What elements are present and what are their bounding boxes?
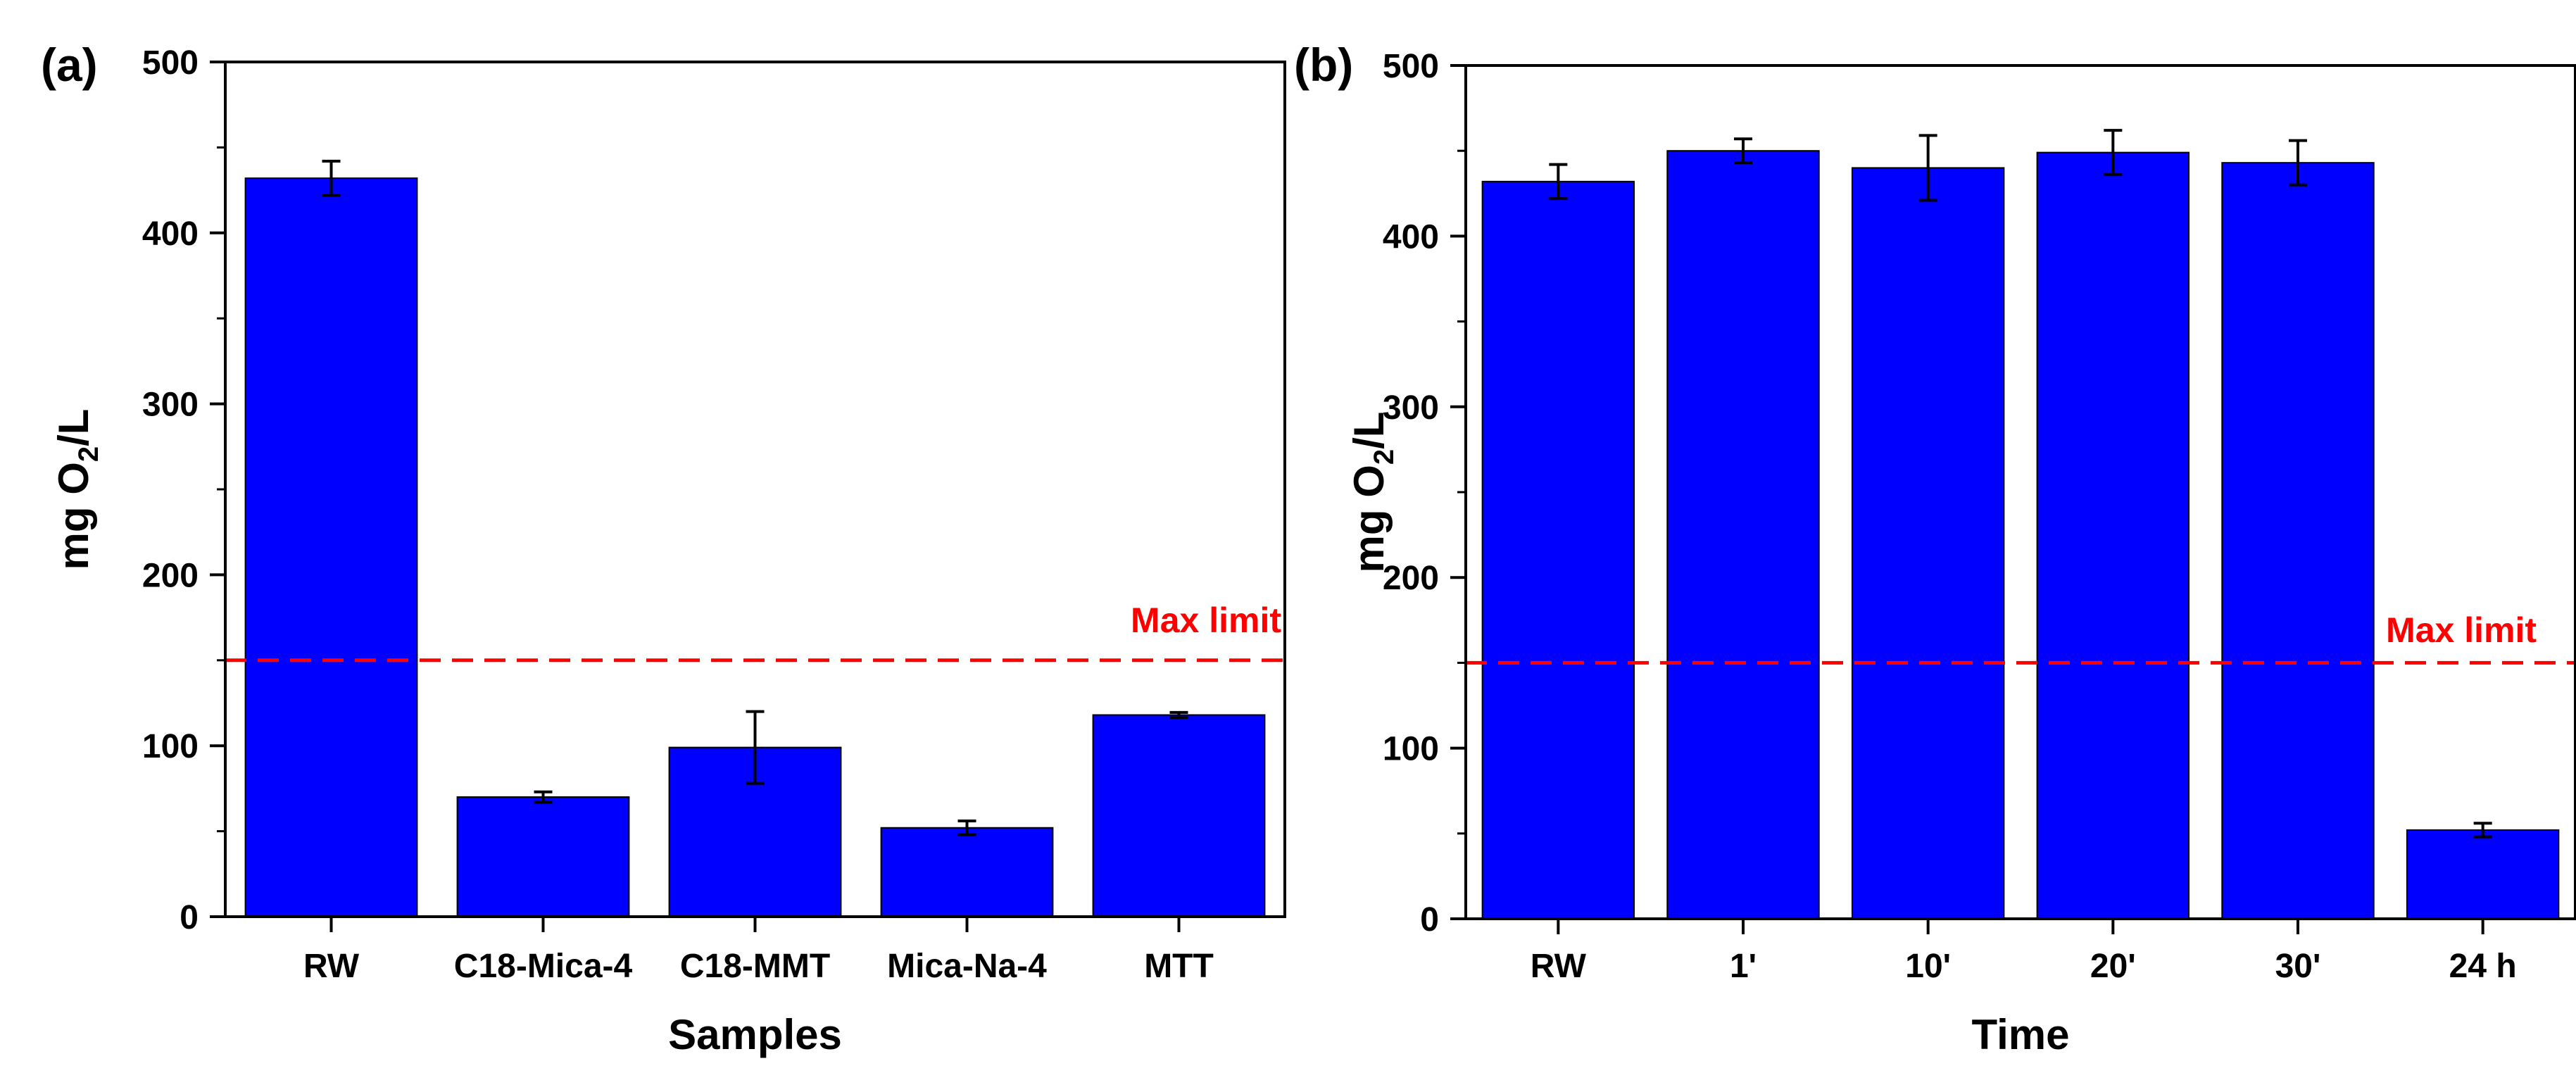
y-tick-label-0: 0 — [1420, 901, 1439, 939]
x-tick-label-5: 24 h — [2449, 948, 2517, 985]
y-tick-label-0: 0 — [180, 899, 199, 936]
error-bar-1 — [1734, 137, 1752, 165]
y-axis-label: mg O2/L — [1345, 412, 1400, 573]
y-tick-label-1: 100 — [1383, 731, 1439, 768]
x-tick-label-3: 20' — [2090, 948, 2136, 985]
y-axis-label-suffix: /L — [50, 409, 97, 446]
y-tick-label-3: 300 — [142, 387, 199, 424]
error-bar-3 — [2104, 129, 2123, 177]
y-axis-label-subscript: 2 — [1369, 449, 1400, 465]
y-tick-label-4: 400 — [142, 215, 199, 253]
x-tick-label-0: RW — [1531, 948, 1587, 985]
bar-0 — [244, 177, 418, 917]
x-tick-label-1: 1' — [1730, 948, 1757, 985]
panel-label: (b) — [1294, 39, 1353, 91]
max-limit-label: Max limit — [2386, 610, 2537, 650]
x-tick-label-3: Mica-Na-4 — [887, 948, 1047, 985]
x-tick-label-0: RW — [303, 948, 360, 985]
x-tick-label-4: 30' — [2275, 948, 2321, 985]
bar-1 — [456, 796, 630, 918]
y-tick-label-2: 200 — [142, 557, 199, 594]
bar-2 — [1851, 167, 2005, 920]
y-tick-label-5: 500 — [1383, 48, 1439, 85]
x-tick-label-1: C18-Mica-4 — [454, 948, 633, 985]
error-bar-1 — [534, 790, 553, 804]
y-axis-label-main: mg O — [1345, 465, 1393, 572]
error-bar-4 — [2289, 139, 2307, 187]
error-bar-0 — [1549, 163, 1568, 201]
x-axis-label: Time — [1972, 1011, 2070, 1058]
x-tick-label-2: 10' — [1905, 948, 1951, 985]
error-bar-3 — [957, 820, 976, 836]
chart-panel-a: Max limit 0 100 200 300 400 500 RW C18-Mica-4 C18… — [41, 39, 1286, 1058]
max-limit-label: Max limit — [1131, 601, 1281, 640]
bar-1 — [1666, 150, 1820, 920]
panel-label: (a) — [41, 39, 98, 91]
y-tick-label-2: 200 — [1383, 560, 1439, 597]
y-axis-label: mg O2/L — [50, 409, 104, 570]
x-axis-label: Samples — [668, 1011, 842, 1058]
error-bar-0 — [322, 159, 341, 197]
y-tick-label-1: 100 — [142, 728, 199, 765]
error-bar-4 — [1169, 710, 1188, 720]
bar-3 — [2036, 151, 2190, 920]
bar-4 — [2221, 162, 2375, 920]
y-tick-label-4: 400 — [1383, 218, 1439, 256]
y-tick-label-3: 300 — [1383, 389, 1439, 427]
y-axis-label-suffix: /L — [1345, 412, 1393, 449]
bar-4 — [1092, 714, 1266, 917]
bar-3 — [880, 827, 1054, 918]
error-bar-5 — [2473, 822, 2492, 839]
bar-0 — [1481, 180, 1635, 920]
y-axis-label-subscript: 2 — [73, 446, 104, 462]
y-tick-label-5: 500 — [142, 44, 199, 82]
chart-panel-b: Max limit 0 100 200 300 400 500 RW 1' 10' 20' 30' 24… — [1294, 39, 2576, 1058]
x-tick-label-2: C18-MMT — [680, 948, 830, 985]
y-axis-label-main: mg O — [50, 462, 97, 570]
error-bar-2 — [746, 710, 765, 785]
x-tick-label-4: MTT — [1144, 948, 1214, 985]
error-bar-2 — [1918, 134, 1937, 202]
bar-5 — [2406, 829, 2560, 920]
